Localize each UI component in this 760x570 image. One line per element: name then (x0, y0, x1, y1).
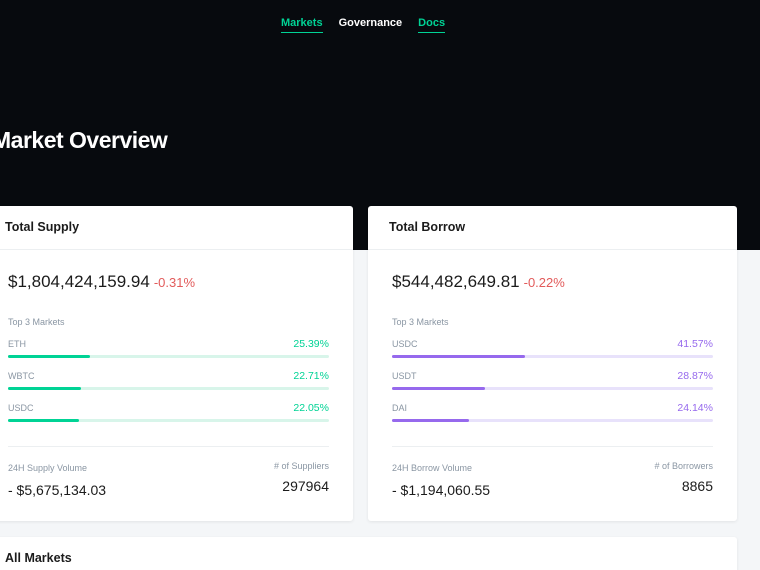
market-percent: 24.14% (677, 402, 713, 414)
card-title: Total Supply (5, 220, 80, 234)
nav-markets-link[interactable]: Markets (281, 17, 323, 33)
market-name: WBTC (8, 371, 35, 381)
all-markets-title: All Markets (5, 551, 72, 565)
card-title: Total Borrow (389, 220, 466, 234)
share-bar-fill (8, 419, 79, 422)
divider (392, 446, 713, 447)
total-borrow-value: $544,482,649.81 -0.22% (392, 272, 565, 292)
share-bar-track (392, 419, 713, 422)
volume-value: - $1,194,060.55 (392, 482, 491, 498)
market-percent: 22.05% (293, 402, 329, 414)
total-value: $544,482,649.81 (392, 272, 520, 291)
share-bar-track (392, 387, 713, 390)
market-row[interactable]: USDT 28.87% (392, 370, 713, 395)
card-header: Total Borrow (368, 206, 737, 250)
suppliers-count-value: 297964 (282, 478, 329, 494)
share-bar-track (8, 387, 329, 390)
share-bar-track (8, 355, 329, 358)
suppliers-count-label: # of Suppliers (273, 461, 329, 471)
divider (8, 446, 329, 447)
all-markets-card: All Markets (0, 537, 737, 570)
market-percent: 28.87% (677, 370, 713, 382)
share-bar-fill (8, 387, 81, 390)
market-percent: 25.39% (293, 338, 329, 350)
share-bar-track (392, 355, 713, 358)
market-percent: 22.71% (293, 370, 329, 382)
market-row[interactable]: WBTC 22.71% (8, 370, 329, 395)
market-name: ETH (8, 339, 26, 349)
top3-label: Top 3 Markets (392, 317, 449, 327)
change-percent: -0.22% (523, 275, 565, 290)
share-bar-fill (8, 355, 90, 358)
top3-label: Top 3 Markets (8, 317, 65, 327)
market-row[interactable]: DAI 24.14% (392, 402, 713, 427)
total-supply-value: $1,804,424,159.94 -0.31% (8, 272, 195, 292)
volume-value: - $5,675,134.03 (8, 482, 107, 498)
nav-docs-link[interactable]: Docs (418, 17, 446, 33)
market-name: USDC (8, 403, 34, 413)
borrowers-count-value: 8865 (681, 478, 713, 494)
top-nav: Markets Governance Docs (281, 17, 446, 33)
volume-label: 24H Borrow Volume (392, 463, 473, 473)
market-percent: 41.57% (677, 338, 713, 350)
page-title: Market Overview (0, 127, 168, 153)
share-bar-fill (392, 387, 485, 390)
market-row[interactable]: ETH 25.39% (8, 338, 329, 363)
market-name: USDT (392, 371, 417, 381)
card-header: Total Supply (0, 206, 353, 250)
market-name: USDC (392, 339, 418, 349)
share-bar-fill (392, 419, 470, 422)
borrowers-count-label: # of Borrowers (654, 461, 713, 471)
total-supply-card: Total Supply $1,804,424,159.94 -0.31% Top… (0, 206, 353, 521)
total-borrow-card: Total Borrow $544,482,649.81 -0.22% Top 3… (368, 206, 737, 521)
change-percent: -0.31% (153, 275, 196, 290)
nav-governance-link[interactable]: Governance (338, 17, 403, 29)
share-bar-fill (392, 355, 526, 358)
market-name: DAI (392, 403, 408, 413)
total-value: $1,804,424,159.94 (8, 272, 150, 291)
market-row[interactable]: USDC 41.57% (392, 338, 713, 363)
market-row[interactable]: USDC 22.05% (8, 402, 329, 427)
share-bar-track (8, 419, 329, 422)
volume-label: 24H Supply Volume (8, 463, 88, 473)
